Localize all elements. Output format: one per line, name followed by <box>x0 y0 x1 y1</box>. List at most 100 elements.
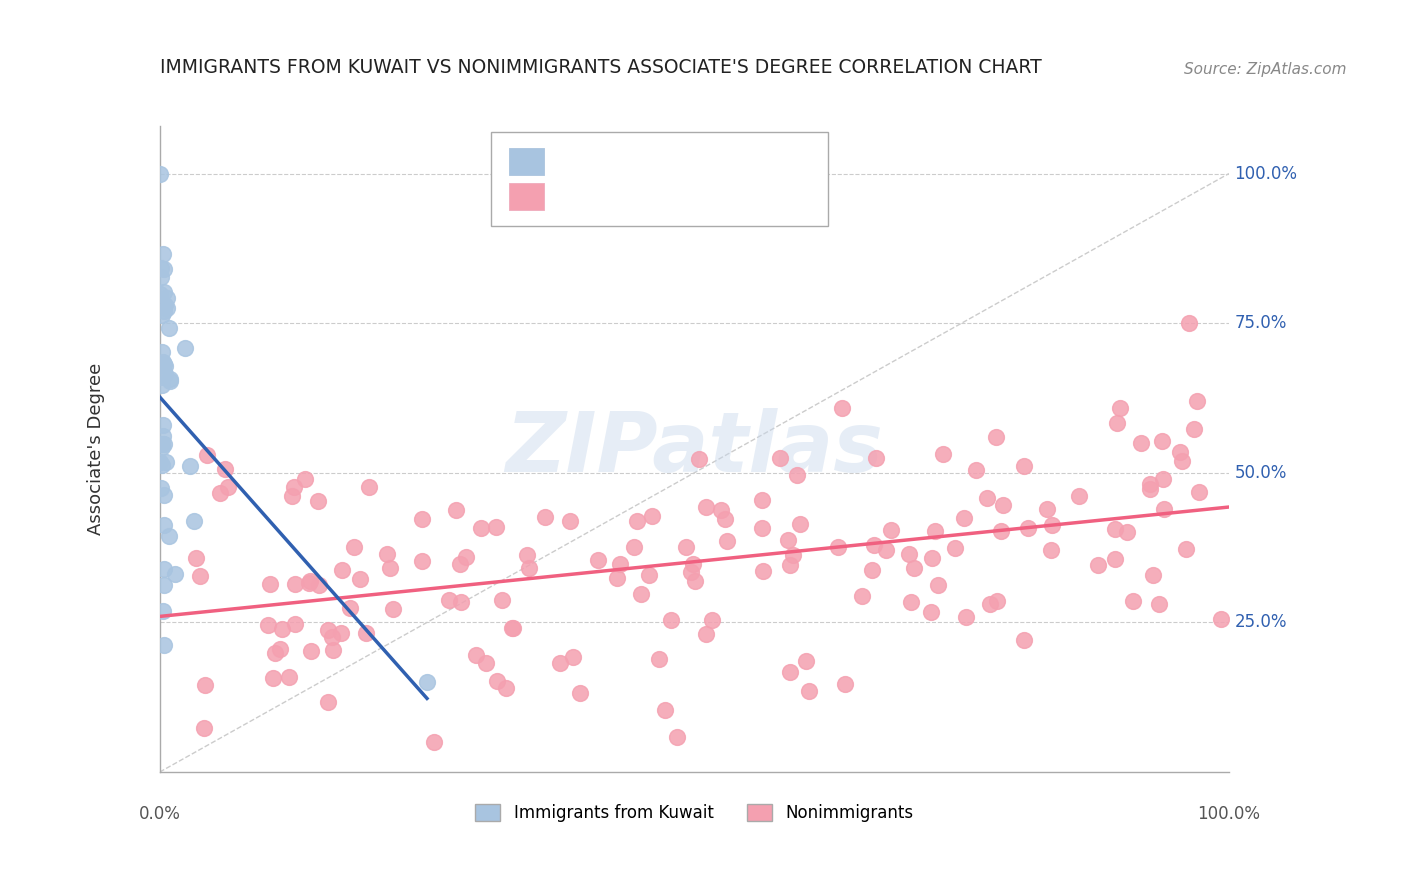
Point <box>675 541 697 555</box>
Point <box>993 499 1015 513</box>
Point <box>159 372 181 386</box>
Point <box>470 521 492 535</box>
Point <box>375 547 398 561</box>
Point <box>897 547 920 561</box>
Point <box>688 451 710 466</box>
Point <box>269 641 291 656</box>
Point <box>416 675 439 690</box>
Point <box>153 562 176 576</box>
Point <box>751 521 773 535</box>
Point <box>330 563 353 577</box>
Point <box>464 648 486 663</box>
Point <box>283 480 305 494</box>
Point <box>155 455 177 469</box>
Point <box>152 638 174 652</box>
Point <box>475 656 498 670</box>
Point <box>517 561 540 575</box>
Point <box>150 309 173 323</box>
Point <box>157 529 180 543</box>
Point <box>666 731 689 745</box>
Point <box>831 401 853 416</box>
Point <box>606 571 628 585</box>
Point <box>262 671 284 685</box>
Point <box>976 491 998 505</box>
Point <box>456 549 478 564</box>
Point <box>150 440 173 454</box>
Point <box>903 561 925 575</box>
Point <box>259 576 281 591</box>
Point <box>152 355 174 369</box>
Point <box>152 577 174 591</box>
Point <box>1150 434 1173 449</box>
Point <box>965 463 987 477</box>
Point <box>834 676 856 690</box>
Point <box>411 512 433 526</box>
Text: R = -0.233   N =  43: R = -0.233 N = 43 <box>560 153 735 170</box>
Text: 0.0%: 0.0% <box>139 805 180 823</box>
Text: Source: ZipAtlas.com: Source: ZipAtlas.com <box>1184 62 1347 78</box>
Point <box>1067 489 1090 503</box>
Point <box>153 437 176 451</box>
Point <box>298 574 321 588</box>
Point <box>920 606 942 620</box>
FancyBboxPatch shape <box>491 132 828 226</box>
Text: ZIPatlas: ZIPatlas <box>505 409 883 490</box>
Point <box>284 577 307 591</box>
Point <box>150 378 173 392</box>
Point <box>153 517 176 532</box>
Point <box>411 554 433 568</box>
Point <box>1104 522 1126 536</box>
Point <box>1129 436 1152 450</box>
Point <box>152 604 174 618</box>
Point <box>356 625 378 640</box>
Point <box>713 512 735 526</box>
FancyBboxPatch shape <box>509 148 544 175</box>
Point <box>342 540 364 554</box>
Point <box>860 563 883 577</box>
Point <box>149 481 172 495</box>
Point <box>153 357 176 371</box>
Point <box>548 656 571 670</box>
Point <box>316 695 339 709</box>
Point <box>769 450 792 465</box>
Point <box>1115 524 1137 539</box>
Point <box>1012 632 1035 647</box>
Point <box>299 643 322 657</box>
Point <box>533 509 555 524</box>
Point <box>183 514 205 528</box>
Point <box>159 375 181 389</box>
Point <box>979 597 1001 611</box>
Point <box>1185 394 1208 409</box>
Point <box>153 367 176 381</box>
Point <box>501 621 523 635</box>
Point <box>194 678 217 692</box>
Point <box>153 285 176 300</box>
Point <box>990 524 1012 539</box>
Point <box>779 665 801 679</box>
Point <box>1039 543 1062 558</box>
Point <box>491 593 513 607</box>
Legend: Immigrants from Kuwait, Nonimmigrants: Immigrants from Kuwait, Nonimmigrants <box>468 797 920 829</box>
Point <box>984 430 1007 444</box>
Point <box>153 488 176 502</box>
Point <box>1017 521 1039 535</box>
Point <box>1012 459 1035 474</box>
Point <box>153 359 176 373</box>
Point <box>952 510 974 524</box>
Point <box>927 577 949 591</box>
Point <box>149 369 172 384</box>
Point <box>679 565 702 579</box>
Point <box>647 652 669 666</box>
Point <box>153 304 176 318</box>
Point <box>1153 502 1175 516</box>
Point <box>1147 597 1170 611</box>
Point <box>637 568 659 582</box>
Point <box>682 557 704 571</box>
Point <box>875 543 897 558</box>
Point <box>752 565 775 579</box>
Point <box>307 494 329 508</box>
Point <box>1142 568 1164 582</box>
Point <box>851 590 873 604</box>
Point <box>659 613 682 627</box>
Point <box>321 642 343 657</box>
